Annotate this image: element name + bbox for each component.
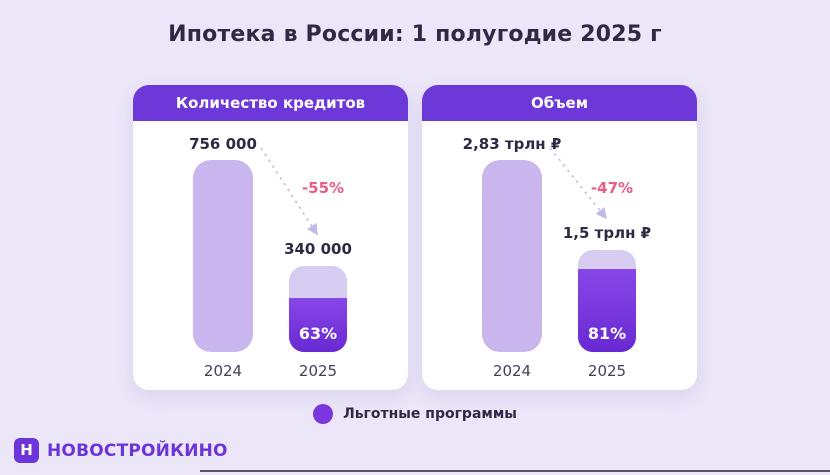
bar-2025-subsidized-fill: 81% <box>578 269 636 352</box>
year-label-2024: 2024 <box>203 362 243 380</box>
panel-volume: Объем 2,83 трлн ₽ 1,5 трлн ₽ 81% <box>422 85 697 390</box>
subsidized-share-label: 81% <box>587 324 627 343</box>
novostroykino-logo: Н НОВОСТРОЙКИНО <box>14 438 228 463</box>
bar-2025-subsidized-fill: 63% <box>289 297 347 352</box>
panel-loan-count-header: Количество кредитов <box>133 85 408 121</box>
novostroykino-logo-icon: Н <box>14 438 39 463</box>
bar-2024 <box>193 160 253 352</box>
bar-2025: 81% <box>578 250 636 352</box>
subsidized-share-label: 63% <box>298 324 338 343</box>
panel-volume-header-label: Объем <box>531 94 588 112</box>
year-label-2025: 2025 <box>587 362 627 380</box>
legend-label: Льготные программы <box>343 406 517 422</box>
panels-row: Количество кредитов 756 000 340 000 6 <box>133 85 697 390</box>
change-percent-label: -55% <box>301 179 345 197</box>
logo-letter: Н <box>20 441 33 459</box>
page-title: Ипотека в России: 1 полугодие 2025 г <box>168 22 662 47</box>
bar-2025-value-label: 340 000 <box>284 240 352 258</box>
decline-arrow-icon <box>549 147 607 220</box>
bar-2025-value-label: 1,5 трлн ₽ <box>562 224 652 242</box>
panel-loan-count: Количество кредитов 756 000 340 000 6 <box>133 85 408 390</box>
bar-2024-value-label: 2,83 трлн ₽ <box>462 135 562 153</box>
year-label-2025: 2025 <box>298 362 338 380</box>
change-percent-label: -47% <box>590 179 634 197</box>
legend-dot-icon <box>313 404 334 424</box>
bottom-edge-line <box>200 470 830 472</box>
panel-loan-count-header-label: Количество кредитов <box>175 94 366 112</box>
bar-2025: 63% <box>289 266 347 352</box>
logo-wordmark: НОВОСТРОЙКИНО <box>47 440 228 461</box>
bar-2024 <box>482 160 542 352</box>
panel-loan-count-chart: 756 000 340 000 63% -55% 2024 2025 <box>133 121 408 390</box>
legend: Льготные программы <box>0 404 830 424</box>
decline-arrow-icon <box>260 147 318 236</box>
panel-volume-header: Объем <box>422 85 697 121</box>
panel-volume-chart: 2,83 трлн ₽ 1,5 трлн ₽ 81% -47% 2024 202… <box>422 121 697 390</box>
year-label-2024: 2024 <box>492 362 532 380</box>
bar-2024-value-label: 756 000 <box>189 135 257 153</box>
